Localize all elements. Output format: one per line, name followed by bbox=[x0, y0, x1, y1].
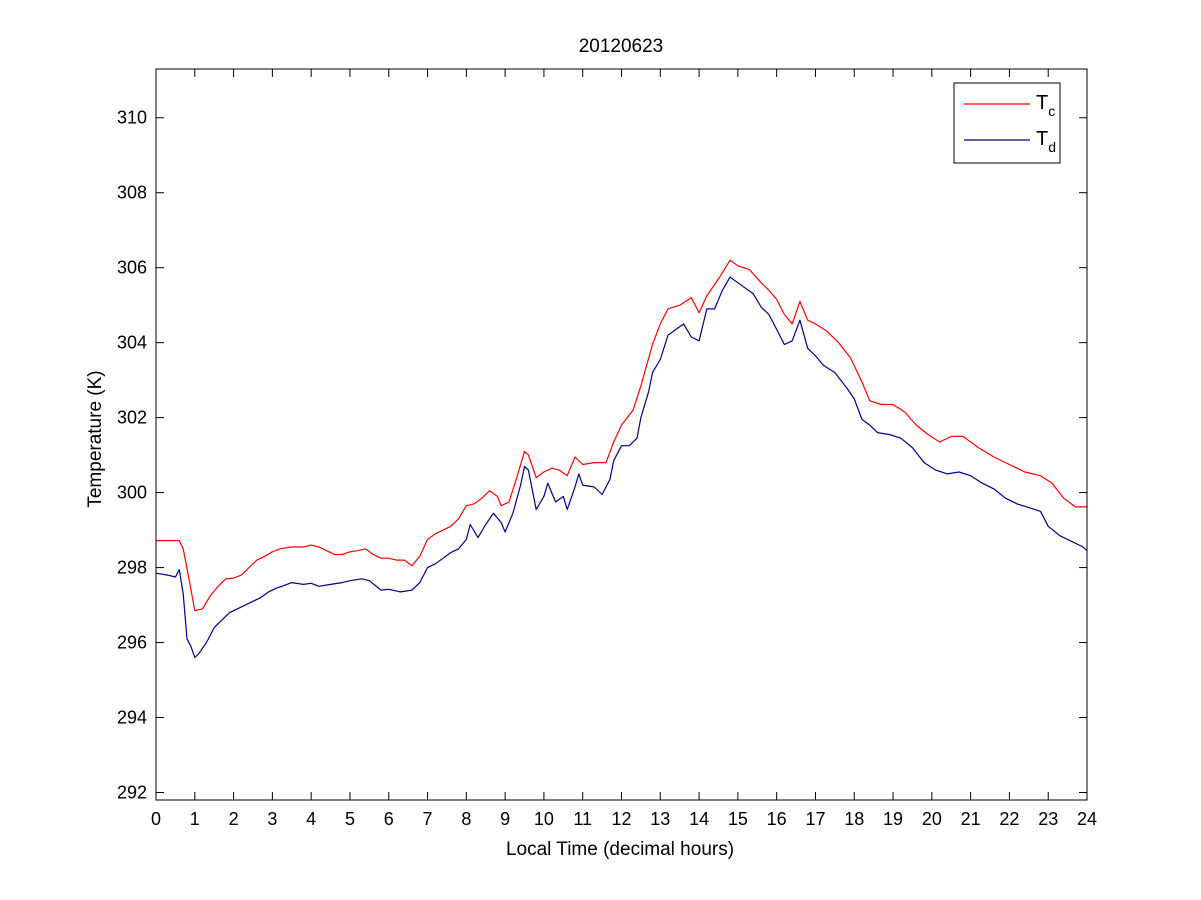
x-tick-label: 8 bbox=[461, 809, 471, 829]
x-tick-label: 5 bbox=[345, 809, 355, 829]
x-tick-label: 3 bbox=[267, 809, 277, 829]
x-tick-label: 19 bbox=[883, 809, 903, 829]
ticks-group: 0 1 2 3 4 5 6 7 8 9 10 11 12 13 14 15 16 17 18 19 20 21 22 23 24… bbox=[117, 69, 1097, 829]
series-group bbox=[155, 259, 1088, 659]
x-tick-label: 16 bbox=[767, 809, 787, 829]
y-tick-label: 306 bbox=[117, 258, 147, 278]
y-tick-label: 292 bbox=[117, 783, 147, 803]
y-tick-label: 300 bbox=[117, 483, 147, 503]
y-tick-label: 298 bbox=[117, 558, 147, 578]
x-tick-label: 14 bbox=[689, 809, 709, 829]
x-tick-label: 22 bbox=[999, 809, 1019, 829]
x-tick-label: 12 bbox=[611, 809, 631, 829]
x-tick-label: 1 bbox=[190, 809, 200, 829]
y-tick-label: 294 bbox=[117, 708, 147, 728]
legend-box bbox=[953, 82, 1061, 164]
x-tick-label: 0 bbox=[151, 809, 161, 829]
y-tick-label: 308 bbox=[117, 183, 147, 203]
series-line-td bbox=[155, 276, 1088, 659]
x-tick-label: 13 bbox=[650, 809, 670, 829]
x-tick-label: 10 bbox=[534, 809, 554, 829]
legend: Tc Td bbox=[953, 82, 1061, 164]
x-tick-label: 17 bbox=[805, 809, 825, 829]
x-tick-label: 20 bbox=[922, 809, 942, 829]
x-axis-title: Local Time (decimal hours) bbox=[506, 839, 734, 860]
x-tick-label: 7 bbox=[423, 809, 433, 829]
y-tick-label: 310 bbox=[117, 108, 147, 128]
x-tick-label: 2 bbox=[229, 809, 239, 829]
y-tick-label: 296 bbox=[117, 633, 147, 653]
x-tick-label: 21 bbox=[961, 809, 981, 829]
legend-label-td: Td bbox=[1036, 128, 1056, 155]
x-tick-label: 24 bbox=[1077, 809, 1097, 829]
x-tick-label: 6 bbox=[384, 809, 394, 829]
x-tick-label: 4 bbox=[306, 809, 316, 829]
y-tick-label: 304 bbox=[117, 333, 147, 353]
x-tick-label: 9 bbox=[500, 809, 510, 829]
y-tick-label: 302 bbox=[117, 408, 147, 428]
x-tick-label: 23 bbox=[1038, 809, 1058, 829]
series-line-tc bbox=[156, 259, 1087, 612]
y-axis-title: Temperature (K) bbox=[85, 370, 106, 507]
x-tick-label: 15 bbox=[728, 809, 748, 829]
chart-title: 20120623 bbox=[579, 36, 664, 57]
x-tick-label: 18 bbox=[844, 809, 864, 829]
x-tick-label: 11 bbox=[573, 809, 592, 829]
legend-label-tc: Tc bbox=[1036, 92, 1055, 119]
